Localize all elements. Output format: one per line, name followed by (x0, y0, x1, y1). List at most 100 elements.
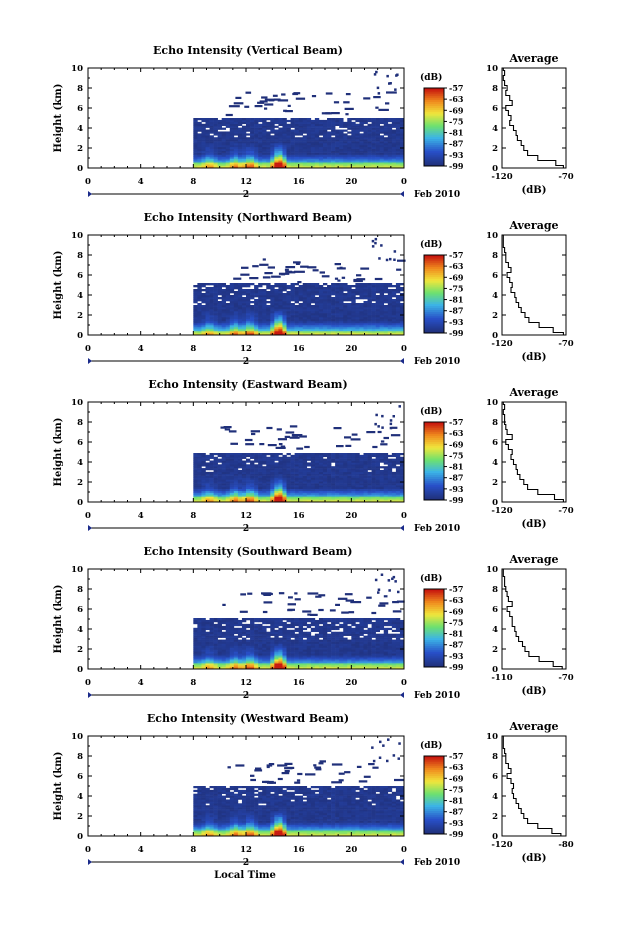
heatmap-cell (225, 492, 231, 495)
heatmap-cell (233, 629, 239, 633)
heatmap-cell (387, 160, 393, 163)
heatmap-cell (318, 460, 324, 463)
colorbar-segment (424, 478, 444, 481)
heatmap-cell (246, 643, 251, 646)
heatmap-cell (229, 325, 235, 328)
heatmap-cell (254, 293, 259, 296)
heatmap-cell (298, 156, 304, 159)
heatmap-cell (318, 462, 324, 465)
heatmap-cell (221, 665, 227, 668)
heatmap-cell (395, 123, 401, 126)
heatmap-cell (331, 133, 336, 136)
heatmap-cell (399, 305, 405, 308)
colorbar-tick-label: -99 (449, 161, 464, 171)
heatmap-cell (270, 481, 275, 484)
heatmap-cell (343, 152, 348, 155)
heatmap-cell (205, 154, 210, 157)
heatmap-cell (197, 152, 202, 155)
heatmap-cell (246, 158, 251, 161)
heatmap-cell (351, 496, 356, 499)
heatmap-cell (254, 483, 259, 486)
heatmap-cell (321, 275, 330, 278)
heatmap-cell (331, 287, 336, 290)
heatmap-cell (375, 70, 378, 74)
heatmap-cell (229, 289, 235, 292)
heatmap-cell (383, 289, 389, 292)
heatmap-cell (254, 645, 259, 648)
heatmap-cell (335, 456, 340, 459)
heatmap-cell (339, 317, 344, 320)
heatmap-cell (270, 319, 275, 322)
heatmap-cell (213, 321, 218, 324)
heatmap-cell (387, 297, 393, 300)
heatmap-cell (225, 651, 231, 654)
heatmap-cell (282, 307, 287, 310)
heatmap-cell (225, 625, 231, 629)
heatmap-cell (262, 486, 267, 490)
heatmap-cell (241, 651, 247, 654)
heatmap-cell (221, 466, 227, 469)
heatmap-cell (310, 460, 316, 463)
heatmap-cell (367, 125, 372, 128)
heatmap-cell (343, 148, 348, 151)
heatmap-cell (379, 483, 385, 486)
heatmap-cell (310, 464, 316, 467)
heatmap-cell (347, 453, 352, 456)
heatmap-cell (250, 144, 255, 148)
heatmap-cell (254, 333, 259, 336)
heatmap-cell (258, 303, 263, 306)
heatmap-cell (335, 289, 340, 292)
heatmap-cell (241, 486, 247, 490)
heatmap (193, 70, 405, 169)
heatmap-cell (282, 135, 287, 138)
x-tick-label: 20 (345, 344, 357, 354)
heatmap-cell (201, 166, 206, 169)
heatmap-cell (331, 162, 336, 165)
heatmap-cell (270, 160, 275, 163)
heatmap-cell (229, 162, 235, 165)
heatmap-cell (286, 331, 291, 334)
heatmap-cell (197, 321, 202, 324)
heatmap-cell (250, 158, 255, 161)
heatmap-cell (274, 486, 279, 490)
heatmap-cell (233, 301, 239, 304)
heatmap-cell (363, 307, 368, 310)
heatmap-cell (217, 477, 222, 480)
heatmap-cell (327, 307, 332, 310)
heatmap-cell (278, 311, 283, 314)
heatmap-cell (306, 468, 312, 471)
heatmap-cell (229, 486, 235, 490)
heatmap-cell (229, 133, 235, 136)
heatmap-cell (278, 158, 283, 161)
heatmap-cell (270, 331, 275, 334)
heatmap-cell (318, 289, 324, 292)
heatmap-cell (294, 453, 299, 456)
heatmap-cell (378, 257, 381, 260)
heatmap-cell (322, 468, 328, 471)
heatmap-cell (217, 454, 222, 458)
heatmap-cell (262, 307, 267, 310)
heatmap-cell (213, 665, 218, 668)
heatmap-cell (343, 500, 348, 503)
heatmap-cell (359, 490, 364, 493)
heatmap-cell (205, 146, 210, 150)
heatmap-cell (229, 659, 235, 662)
heatmap-cell (314, 123, 320, 126)
heatmap-cell (355, 148, 360, 151)
heatmap-cell (335, 129, 340, 132)
heatmap-cell (335, 500, 340, 503)
heatmap-cell (250, 655, 255, 658)
heatmap-cell (371, 150, 376, 153)
colorbar-segment (424, 441, 444, 444)
heatmap-cell (322, 477, 328, 480)
heatmap-cell (193, 490, 198, 493)
heatmap-cell (225, 317, 231, 320)
heatmap-cell (197, 637, 202, 640)
heatmap-cell (374, 277, 383, 281)
heatmap-cell (318, 473, 324, 476)
heatmap-cell (197, 485, 202, 488)
heatmap-cell (371, 239, 375, 243)
heatmap-cell (318, 323, 324, 326)
heatmap-cell (391, 164, 397, 167)
heatmap-cell (343, 464, 348, 467)
